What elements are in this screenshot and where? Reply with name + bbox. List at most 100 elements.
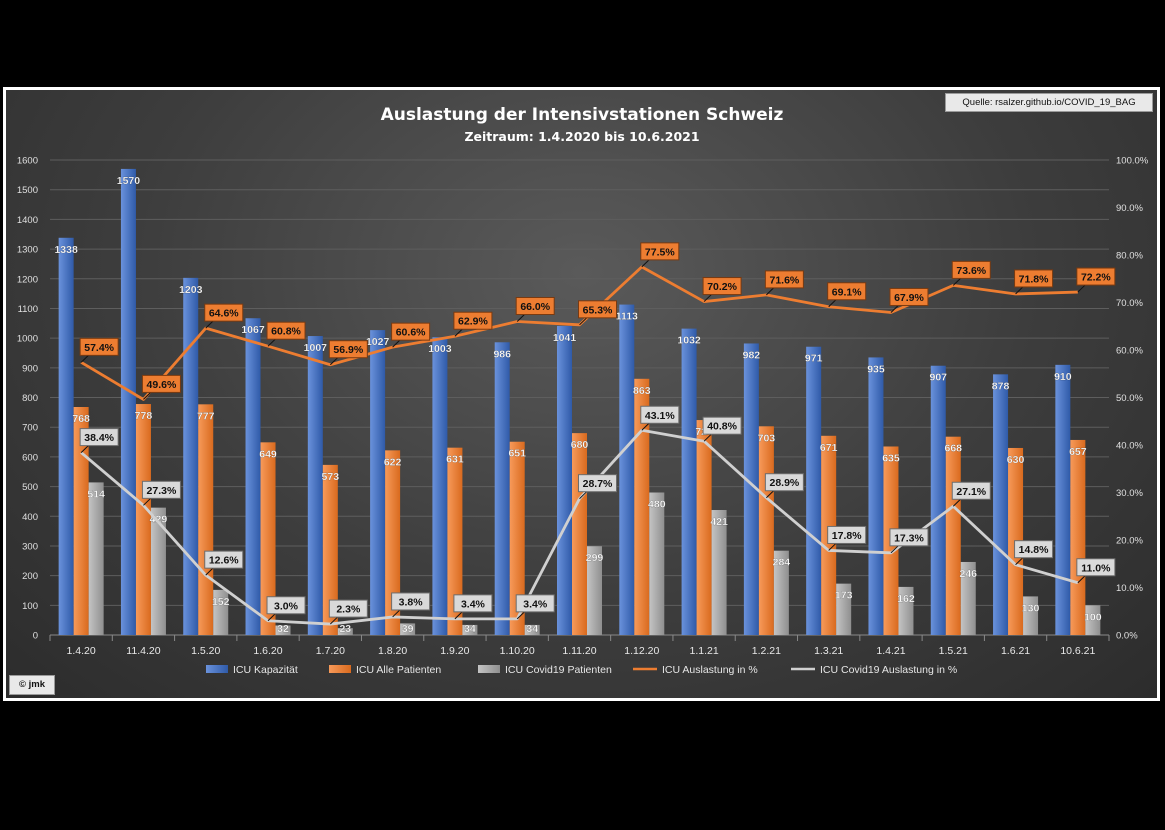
all-patients-bar — [634, 378, 650, 635]
icu-utilization-label-box — [141, 374, 181, 393]
all-patients-bar — [385, 450, 401, 635]
covid-patients-bar — [587, 546, 602, 635]
icu-utilization-label-box — [702, 277, 742, 296]
all-patients-label: 668 — [944, 443, 962, 455]
y2-tick-label: 80.0% — [1116, 251, 1143, 262]
icu-utilization-label-box — [391, 322, 431, 341]
covid-patients-bar — [1085, 605, 1101, 635]
covid-utilization-label: 40.8% — [707, 421, 737, 433]
legend-swatch — [478, 665, 500, 673]
x-tick-label: 1.6.20 — [253, 645, 282, 657]
covid-patients-bar — [898, 586, 914, 635]
y-tick-label: 0 — [33, 631, 38, 642]
covid-utilization-label-box — [640, 405, 680, 424]
all-patients-label: 573 — [322, 471, 340, 483]
icu-utilization-label: 72.2% — [1081, 272, 1111, 284]
icu-utilization-label-box — [764, 270, 804, 289]
y-tick-label: 1200 — [17, 274, 38, 285]
all-patients-label: 777 — [197, 410, 215, 422]
covid-utilization-label: 27.3% — [147, 485, 177, 497]
covid-utilization-label-box — [702, 416, 742, 435]
y2-tick-label: 100.0% — [1116, 156, 1149, 167]
all-patients-label: 630 — [1007, 454, 1025, 466]
legend-label: ICU Kapazität — [233, 664, 298, 676]
capacity-bar — [183, 277, 199, 635]
x-tick-label: 1.4.21 — [876, 645, 905, 657]
capacity-bar — [307, 336, 323, 635]
x-tick-label: 1.10.20 — [500, 645, 535, 657]
icu-utilization-label-box — [951, 260, 991, 279]
covid-utilization-label-box — [764, 473, 804, 492]
all-patients-label: 635 — [882, 452, 900, 464]
icu-utilization-label-box — [79, 337, 119, 356]
y-tick-label: 200 — [22, 571, 38, 582]
y-tick-label: 1300 — [17, 245, 38, 256]
covid-utilization-label-box — [266, 596, 306, 615]
legend-label: ICU Covid19 Auslastung in % — [820, 664, 957, 676]
covid-patients-bar — [213, 589, 229, 635]
capacity-label: 1007 — [304, 342, 328, 354]
credit-label: © jmk — [9, 675, 55, 695]
covid-utilization-label-box — [204, 550, 244, 569]
capacity-bar — [930, 365, 946, 635]
covid-utilization-label: 12.6% — [209, 555, 239, 567]
covid-utilization-label-box — [79, 428, 119, 447]
covid-utilization-label-box — [1076, 558, 1116, 577]
y2-tick-label: 50.0% — [1116, 393, 1143, 404]
all-patients-label: 657 — [1069, 446, 1087, 458]
icu-utilization-label-box — [640, 242, 680, 261]
covid-patients-label: 246 — [959, 568, 977, 580]
covid-utilization-label: 27.1% — [956, 486, 986, 498]
all-patients-label: 649 — [259, 448, 277, 460]
x-tick-label: 1.11.20 — [562, 645, 596, 657]
icu-utilization-label-box — [204, 303, 244, 322]
icu-utilization-label: 62.9% — [458, 316, 488, 328]
capacity-bar — [619, 304, 635, 635]
icu-utilization-label: 56.9% — [333, 344, 363, 356]
covid-utilization-label: 17.3% — [894, 532, 924, 544]
icu-utilization-label-box — [1076, 267, 1116, 286]
capacity-label: 971 — [805, 353, 823, 365]
legend-swatch — [329, 665, 351, 673]
y2-tick-label: 60.0% — [1116, 346, 1143, 357]
all-patients-label: 631 — [446, 454, 464, 466]
all-patients-bar — [322, 464, 338, 635]
icu-utilization-label: 71.8% — [1019, 273, 1049, 285]
chart-svg: Auslastung der Intensivstationen Schweiz… — [17, 105, 1149, 676]
covid-utilization-label: 3.0% — [274, 600, 299, 612]
y-tick-label: 500 — [22, 482, 38, 493]
icu-utilization-label-box — [578, 300, 617, 319]
icu-utilization-label: 71.6% — [769, 274, 799, 286]
y-tick-label: 800 — [22, 393, 38, 404]
covid-patients-bar — [462, 624, 478, 635]
all-patients-label: 680 — [571, 439, 589, 451]
covid-utilization-label-box — [951, 481, 991, 500]
chart-title: Auslastung der Intensivstationen Schweiz — [381, 105, 784, 125]
all-patients-bar — [509, 441, 525, 635]
covid-patients-label: 421 — [710, 516, 728, 528]
legend-label: ICU Covid19 Patienten — [505, 664, 612, 676]
icu-utilization-line — [80, 265, 1078, 401]
y-tick-label: 1000 — [17, 334, 38, 345]
y-tick-label: 600 — [22, 452, 38, 463]
x-tick-label: 1.6.21 — [1001, 645, 1030, 657]
covid-utilization-label-box — [328, 599, 368, 618]
covid-utilization-label-box — [1014, 540, 1054, 559]
icu-utilization-label: 67.9% — [894, 292, 924, 304]
all-patients-bar — [260, 442, 276, 635]
icu-utilization-label-box — [266, 321, 306, 340]
covid-utilization-label: 38.4% — [84, 432, 114, 444]
x-tick-label: 1.2.21 — [752, 645, 781, 657]
covid-patients-bar — [960, 561, 976, 635]
capacity-bar — [432, 337, 448, 635]
y-tick-label: 1100 — [18, 304, 38, 315]
covid-patients-label: 173 — [835, 590, 853, 602]
all-patients-label: 671 — [820, 442, 838, 454]
covid-utilization-label: 3.4% — [461, 598, 486, 610]
x-tick-label: 1.8.20 — [378, 645, 407, 657]
all-patients-bar — [447, 447, 463, 635]
chart-area: Auslastung der Intensivstationen Schweiz… — [6, 90, 1157, 698]
all-patients-label: 863 — [633, 385, 651, 397]
all-patients-bar — [945, 436, 961, 635]
covid-utilization-label: 3.8% — [399, 596, 424, 608]
